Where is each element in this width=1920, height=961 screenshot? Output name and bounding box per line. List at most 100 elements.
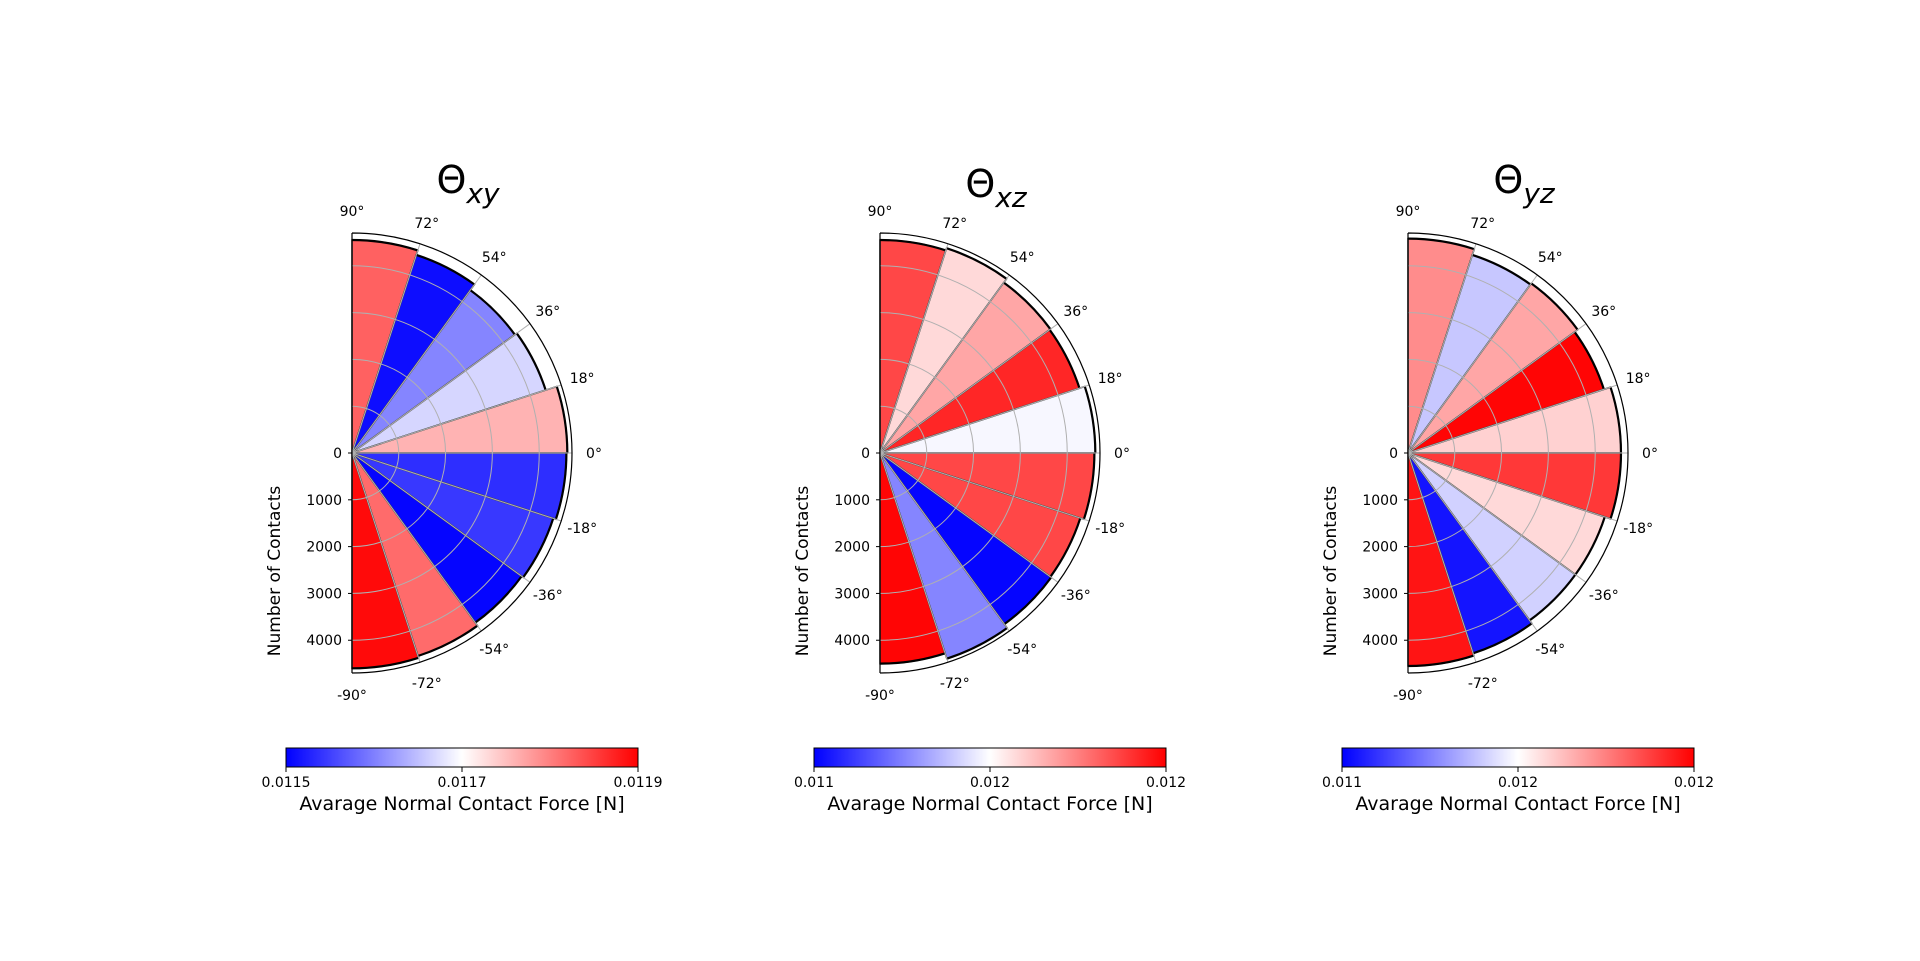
radial-tick-label: 3000 — [306, 586, 342, 602]
colorbar — [285, 747, 639, 768]
radial-tick-label: 2000 — [306, 540, 342, 556]
angle-tick-label: -72° — [1468, 676, 1498, 692]
angular-gridline — [879, 384, 1090, 454]
angle-tick-label: -54° — [1535, 642, 1565, 658]
colorbar-tick-label: 0.0119 — [614, 775, 663, 791]
angle-tick-label: -90° — [865, 688, 895, 704]
polar-bar-rim — [1003, 281, 1052, 330]
angular-gridline — [879, 452, 1010, 632]
radial-tick-label: 0 — [1389, 446, 1398, 462]
angle-tick-label: 18° — [1098, 371, 1123, 387]
y-axis-label: Number of Contacts — [1321, 486, 1341, 657]
radial-tick-label: 3000 — [1362, 586, 1398, 602]
y-axis-label: Number of Contacts — [793, 486, 813, 657]
angular-gridline — [351, 452, 482, 632]
angular-gridline — [1407, 243, 1477, 454]
angle-tick-label: 0° — [1114, 446, 1130, 462]
angle-tick-label: 0° — [1642, 446, 1658, 462]
polar-bar-rim — [555, 386, 569, 454]
angle-tick-label: -90° — [1393, 688, 1423, 704]
polar-bar-rim — [1609, 386, 1623, 454]
colorbar-tick-label: 0.0117 — [438, 775, 487, 791]
angular-gridline — [351, 452, 421, 663]
angle-tick-label: -18° — [567, 521, 597, 537]
polar-bar-rim — [351, 238, 419, 252]
polar-bar-rim — [417, 624, 479, 658]
angle-tick-label: 18° — [570, 371, 595, 387]
radial-tick-label: 4000 — [306, 633, 342, 649]
polar-bar-rim — [469, 289, 516, 336]
polar-bar-rim — [1472, 622, 1533, 655]
colorbar-tick-label: 0.012 — [1674, 775, 1714, 791]
angle-tick-label: 90° — [340, 204, 365, 220]
polar-bar-rim — [1574, 516, 1606, 576]
angle-tick-label: 72° — [414, 216, 439, 232]
angle-tick-label: -90° — [337, 688, 367, 704]
angle-tick-label: 36° — [535, 304, 560, 320]
colorbar-label: Avarage Normal Contact Force [N] — [299, 793, 624, 815]
angular-gridline — [351, 274, 482, 454]
colorbar-tick-label: 0.012 — [1498, 775, 1538, 791]
angle-tick-label: -36° — [1061, 588, 1091, 604]
angular-gridline — [1407, 452, 1477, 663]
polar-bar-rim — [1528, 573, 1577, 622]
angular-gridline — [351, 452, 562, 522]
radial-tick-label: 4000 — [834, 633, 870, 649]
angle-tick-label: 54° — [482, 250, 507, 266]
chart-title-xy: Θxy — [436, 158, 500, 210]
polar-bar-rim — [1472, 253, 1532, 286]
polar-bar-rim — [1407, 237, 1475, 251]
angle-tick-label: 54° — [1538, 250, 1563, 266]
angular-gridline — [879, 452, 1090, 522]
angle-tick-label: 90° — [1396, 204, 1421, 220]
angular-gridline — [351, 384, 562, 454]
colorbar-tick-label: 0.0115 — [262, 775, 311, 791]
polar-bar-rim — [416, 253, 476, 286]
angle-tick-label: -18° — [1095, 521, 1125, 537]
radial-tick-label: 3000 — [834, 586, 870, 602]
colorbar-label: Avarage Normal Contact Force [N] — [1355, 793, 1680, 815]
colorbar — [1341, 747, 1695, 768]
angular-gridline — [351, 323, 531, 454]
radial-tick-label: 2000 — [1362, 540, 1398, 556]
angular-gridline — [1407, 452, 1618, 522]
angle-tick-label: -72° — [412, 676, 442, 692]
angular-gridline — [879, 274, 1010, 454]
colorbar-tick-label: 0.011 — [1322, 775, 1362, 791]
angle-tick-label: -72° — [940, 676, 970, 692]
radial-tick-label: 0 — [861, 446, 870, 462]
polar-bar-rim — [351, 656, 419, 670]
polar-bar-rim — [515, 332, 547, 391]
angle-tick-label: 0° — [586, 446, 602, 462]
radial-tick-label: 1000 — [834, 493, 870, 509]
y-axis-label: Number of Contacts — [265, 486, 285, 657]
angular-gridline — [1407, 452, 1587, 583]
angular-gridline — [1407, 323, 1587, 454]
polar-bar-rim — [1407, 654, 1475, 668]
polar-bar-rim — [946, 627, 1008, 660]
angular-gridline — [1407, 274, 1538, 454]
angular-gridline — [1407, 384, 1618, 454]
radial-tick-label: 4000 — [1362, 633, 1398, 649]
angular-gridline — [879, 452, 1059, 583]
polar-bar-rim — [1082, 452, 1096, 520]
colorbar — [813, 747, 1167, 768]
chart-title-yz: Θyz — [1493, 158, 1555, 210]
angular-gridline — [1407, 452, 1538, 632]
angle-tick-label: -54° — [479, 642, 509, 658]
angle-tick-label: -54° — [1007, 642, 1037, 658]
polar-bar-rim — [1530, 282, 1579, 331]
angular-gridline — [351, 452, 531, 583]
angle-tick-label: -36° — [533, 588, 563, 604]
polar-bar-rim — [879, 652, 946, 665]
angular-gridline — [879, 243, 949, 454]
angle-tick-label: 72° — [942, 216, 967, 232]
radial-tick-label: 2000 — [834, 540, 870, 556]
colorbar-tick-label: 0.012 — [970, 775, 1010, 791]
colorbar-label: Avarage Normal Contact Force [N] — [827, 793, 1152, 815]
polar-bar-rim — [1609, 452, 1623, 520]
polar-bar-rim — [522, 518, 555, 579]
polar-bar-rim — [946, 247, 1008, 280]
